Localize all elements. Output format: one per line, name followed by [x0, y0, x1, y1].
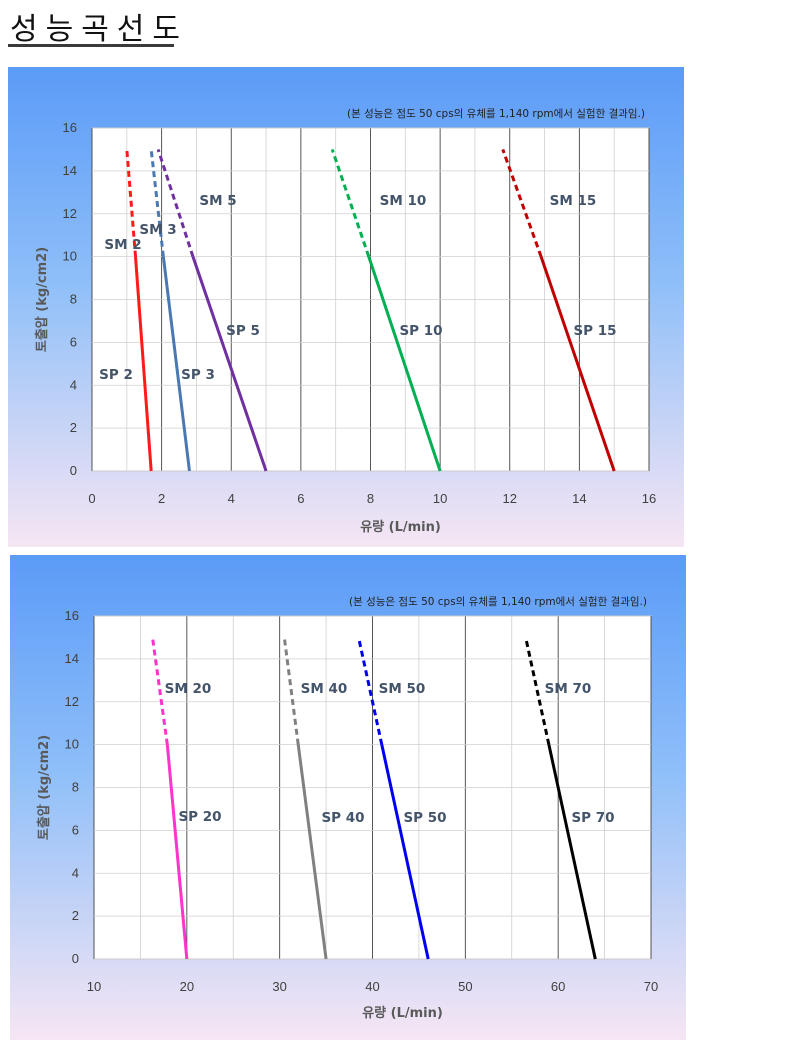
- series-sp-2: [125, 149, 153, 472]
- series-sp-15: [501, 148, 616, 472]
- title-underline: [8, 44, 174, 47]
- series-sp-3: [149, 149, 191, 472]
- series-sp-5: [156, 148, 268, 472]
- sm-curve-dashed: [125, 149, 138, 257]
- sm-label: SM 20: [165, 681, 212, 697]
- sp-curve-solid: [161, 256, 191, 472]
- performance-chart-small: 0 2 4 6 8 10 12 14 16 0 2 4 6 8 10 12 14 16 (본 성능은 점도 50 c…: [8, 67, 684, 547]
- page-title: 성능곡선도: [10, 12, 188, 47]
- sm-label: SM 3: [139, 222, 176, 238]
- y-tick-label: 4: [72, 865, 79, 880]
- x-tick-label: 6: [297, 491, 304, 506]
- sp-label: SP 15: [573, 323, 616, 339]
- sp-curve-solid: [380, 744, 430, 960]
- test-condition-note: (본 성능은 점도 50 cps의 유체를 1,140 rpm에서 실험한 결과…: [349, 595, 647, 608]
- y-tick-label: 2: [70, 420, 77, 435]
- series-sp-10: [330, 148, 442, 472]
- y-axis-label: 토출압 (kg/cm2): [36, 735, 52, 840]
- sm-curve-dashed: [282, 637, 300, 745]
- x-tick-label: 40: [365, 979, 379, 994]
- sp-label: SP 10: [399, 323, 442, 339]
- sp-label: SP 5: [226, 323, 260, 339]
- y-tick-label: 6: [72, 822, 79, 837]
- sm-curve-dashed: [149, 149, 165, 257]
- x-tick-label: 16: [642, 491, 656, 506]
- x-tick-label: 20: [180, 979, 194, 994]
- x-tick-label: 2: [158, 491, 165, 506]
- sp-label: SP 50: [403, 810, 446, 826]
- chart-svg: 0 2 4 6 8 10 12 14 16 0 2 4 6 8 10 12 14 16 (본 성능은 점도 50 c…: [8, 67, 684, 547]
- sp-curve-solid: [296, 744, 328, 960]
- x-tick-label: 10: [433, 491, 447, 506]
- x-tick-label: 30: [272, 979, 286, 994]
- y-tick-label: 10: [65, 737, 79, 752]
- x-tick-label: 4: [228, 491, 235, 506]
- y-tick-label: 6: [70, 334, 77, 349]
- x-tick-label: 60: [551, 979, 565, 994]
- sp-label: SP 2: [99, 367, 133, 383]
- sm-label: SM 40: [301, 681, 348, 697]
- sp-curve-solid: [539, 256, 616, 472]
- performance-chart-large: 10 20 30 40 50 60 70 0 2 4 6 8 10 12 14 16 (본 성능은 점도 50 …: [10, 555, 686, 1040]
- test-condition-note: (본 성능은 점도 50 cps의 유체를 1,140 rpm에서 실험한 결과…: [347, 107, 645, 120]
- x-tick-label: 8: [367, 491, 374, 506]
- series-sp-40: [282, 637, 328, 960]
- x-axis-label: 유량 (L/min): [362, 1006, 443, 1021]
- y-tick-label: 16: [63, 120, 77, 135]
- sm-label: SM 50: [379, 681, 426, 697]
- y-tick-label: 2: [72, 908, 79, 923]
- x-axis-label: 유량 (L/min): [360, 520, 441, 535]
- y-tick-label: 14: [65, 651, 79, 666]
- x-tick-label: 50: [458, 979, 472, 994]
- sp-curve-solid: [367, 256, 442, 472]
- sp-curve-solid: [547, 744, 597, 960]
- y-tick-label: 0: [70, 463, 77, 478]
- sp-label: SP 20: [178, 809, 221, 825]
- series-sp-70: [524, 637, 597, 960]
- sm-curve-dashed: [357, 637, 384, 745]
- sp-curve-solid: [134, 256, 153, 472]
- x-tick-label: 0: [88, 491, 95, 506]
- y-tick-label: 0: [72, 951, 79, 966]
- y-axis-label: 토출압 (kg/cm2): [34, 247, 50, 352]
- sm-curve-dashed: [156, 148, 195, 258]
- sp-label: SP 3: [181, 367, 215, 383]
- series-sp-50: [357, 637, 430, 960]
- sm-curve-dashed: [501, 148, 543, 258]
- series-sp-20: [150, 637, 189, 960]
- sp-label: SP 40: [321, 810, 364, 826]
- sm-curve-dashed: [330, 148, 371, 258]
- sm-label: SM 2: [104, 237, 141, 253]
- y-tick-label: 12: [63, 206, 77, 221]
- sp-label: SP 70: [571, 810, 614, 826]
- sm-curve-dashed: [524, 637, 551, 745]
- y-tick-label: 8: [72, 780, 79, 795]
- y-tick-label: 16: [65, 608, 79, 623]
- sm-label: SM 10: [380, 193, 427, 209]
- sp-curve-solid: [191, 256, 268, 472]
- sm-label: SM 15: [550, 193, 597, 209]
- x-tick-label: 14: [572, 491, 586, 506]
- sm-curve-dashed: [150, 637, 169, 745]
- sm-label: SM 5: [199, 193, 236, 209]
- sm-label: SM 70: [545, 681, 592, 697]
- x-tick-label: 12: [503, 491, 517, 506]
- y-tick-label: 10: [63, 249, 77, 264]
- sp-curve-solid: [165, 744, 189, 960]
- y-tick-label: 12: [65, 694, 79, 709]
- x-tick-label: 70: [644, 979, 658, 994]
- y-tick-label: 14: [63, 163, 77, 178]
- y-tick-label: 4: [70, 377, 77, 392]
- x-tick-label: 10: [87, 979, 101, 994]
- y-tick-label: 8: [70, 292, 77, 307]
- chart-svg: 10 20 30 40 50 60 70 0 2 4 6 8 10 12 14 16 (본 성능은 점도 50 …: [10, 555, 686, 1040]
